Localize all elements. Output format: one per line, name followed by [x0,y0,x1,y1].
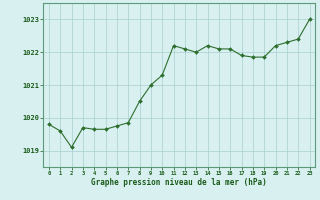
X-axis label: Graphe pression niveau de la mer (hPa): Graphe pression niveau de la mer (hPa) [91,178,267,187]
